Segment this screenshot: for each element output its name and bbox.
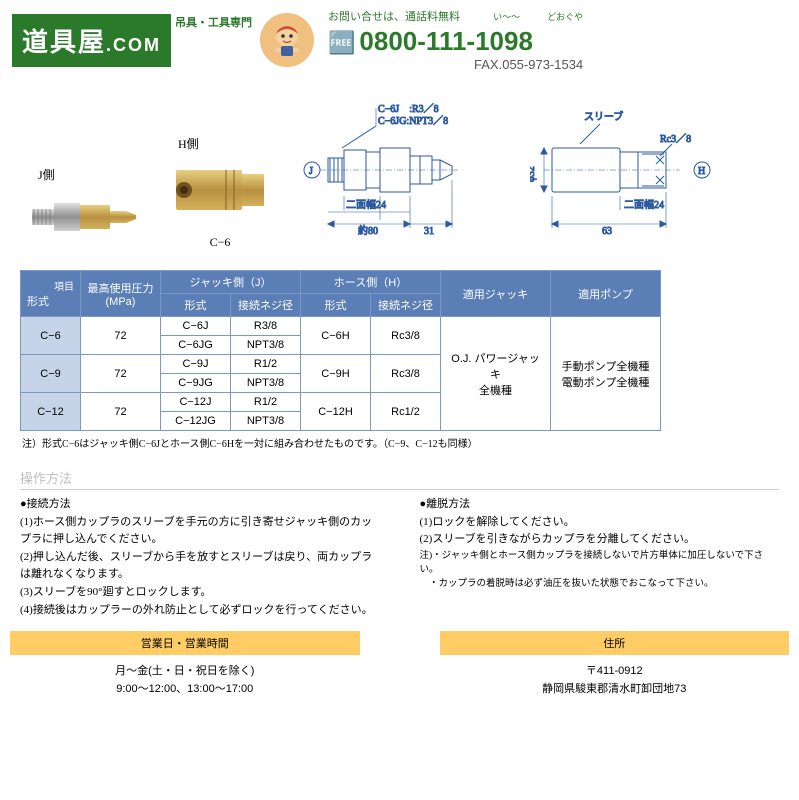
hours-header: 営業日・営業時間 (10, 631, 360, 655)
th-pump: 適用ポンプ (551, 271, 661, 317)
j-drawing: C−6J :R3／8 C−6JG:NPT3／8 J 二面幅24 (300, 100, 500, 250)
svg-text:二面幅24: 二面幅24 (346, 198, 386, 211)
address-line2: 静岡県駿東郡清水町卸団地73 (440, 681, 790, 699)
th-jack: 適用ジャッキ (441, 271, 551, 317)
table-row: C−12 (21, 393, 81, 431)
disconnect-method: ●離脱方法 (1)ロックを解除してください。(2)スリーブを引きながらカップラを… (420, 496, 780, 619)
h-drawing: スリーブ Rc3／8 H φ32 二面幅24 (530, 100, 720, 250)
h-side-label: H側 (170, 135, 270, 152)
svg-text:約80: 約80 (358, 224, 378, 237)
logo[interactable]: 道具屋 .COM (12, 14, 171, 67)
spec-table: 項目 形式 最高使用圧力 (MPa) ジャッキ側（J） ホース側（H） 適用ジャ… (20, 270, 661, 431)
operation-section: 操作方法 ●接続方法 (1)ホース側カップラのスリーブを手元の方に引き寄せジャッ… (20, 468, 779, 619)
connect-head: ●接続方法 (20, 496, 380, 514)
freedial-icon: 🆓 (328, 30, 355, 55)
table-row: C−9 (21, 355, 81, 393)
hours-line2: 9:00〜12:00、13:00〜17:00 (10, 681, 360, 699)
th-hside: ホース側（H） (301, 271, 441, 294)
operation-title: 操作方法 (20, 468, 779, 490)
th-model: 項目 形式 (21, 271, 81, 317)
part-j: J側 (30, 166, 140, 250)
address: 住所 〒411-0912 静岡県駿東郡清水町卸団地73 (440, 631, 790, 698)
contact-block: お問い合せは、通話料無料 い〜〜 どおぐや 🆓0800-111-1098 FAX… (328, 8, 583, 72)
disconnect-head: ●離脱方法 (420, 496, 780, 514)
j-side-label: J側 (30, 166, 140, 183)
logo-main: 道具屋 (22, 22, 106, 59)
phone-number[interactable]: 🆓0800-111-1098 (328, 26, 583, 57)
table-row: C−6 (21, 317, 81, 355)
model-name: C−6 (170, 235, 270, 250)
th-jthread: 接続ネジ径 (231, 294, 301, 317)
footer: 営業日・営業時間 月〜金(土・日・祝日を除く) 9:00〜12:00、13:00… (10, 631, 789, 698)
address-header: 住所 (440, 631, 790, 655)
table-note: 注）形式C−6はジャッキ側C−6Jとホース側C−6Hを一対に組み合わせたものです… (22, 435, 799, 450)
business-hours: 営業日・営業時間 月〜金(土・日・祝日を除く) 9:00〜12:00、13:00… (10, 631, 360, 698)
th-jside: ジャッキ側（J） (161, 271, 301, 294)
part-h: H側 C−6 (170, 135, 270, 250)
svg-text:C−6J :R3／8: C−6J :R3／8 (378, 103, 439, 115)
logo-group: 道具屋 .COM 吊具・工具専門 (12, 14, 252, 67)
svg-text:31: 31 (424, 226, 434, 237)
svg-text:H: H (698, 166, 705, 177)
connect-method: ●接続方法 (1)ホース側カップラのスリーブを手元の方に引き寄せジャッキ側のカッ… (20, 496, 380, 619)
svg-text:スリーブ: スリーブ (584, 110, 623, 123)
address-line1: 〒411-0912 (440, 663, 790, 681)
contact-label: お問い合せは、通話料無料 い〜〜 どおぐや (328, 8, 583, 24)
svg-text:二面幅24: 二面幅24 (624, 198, 664, 211)
svg-text:Rc3／8: Rc3／8 (660, 133, 691, 145)
fax-number: FAX.055-973-1534 (328, 57, 583, 72)
svg-text:J: J (309, 166, 313, 177)
logo-subtitle: 吊具・工具専門 (175, 14, 252, 30)
th-jmodel: 形式 (161, 294, 231, 317)
technical-drawings: C−6J :R3／8 C−6JG:NPT3／8 J 二面幅24 (300, 100, 720, 250)
hours-line1: 月〜金(土・日・祝日を除く) (10, 663, 360, 681)
site-header: 道具屋 .COM 吊具・工具専門 お問い合せは、通話料無料 い〜〜 どおぐや 🆓… (0, 0, 799, 80)
j-side-image (30, 187, 140, 247)
logo-com: .COM (106, 35, 161, 56)
svg-text:C−6JG:NPT3／8: C−6JG:NPT3／8 (378, 115, 448, 127)
h-side-image (170, 156, 270, 228)
th-hthread: 接続ネジ径 (371, 294, 441, 317)
mascot-icon (260, 13, 314, 67)
svg-text:φ32: φ32 (530, 166, 537, 182)
th-pressure: 最高使用圧力 (MPa) (81, 271, 161, 317)
th-hmodel: 形式 (301, 294, 371, 317)
product-diagrams: J側 H側 (0, 80, 799, 260)
svg-text:63: 63 (602, 226, 612, 237)
